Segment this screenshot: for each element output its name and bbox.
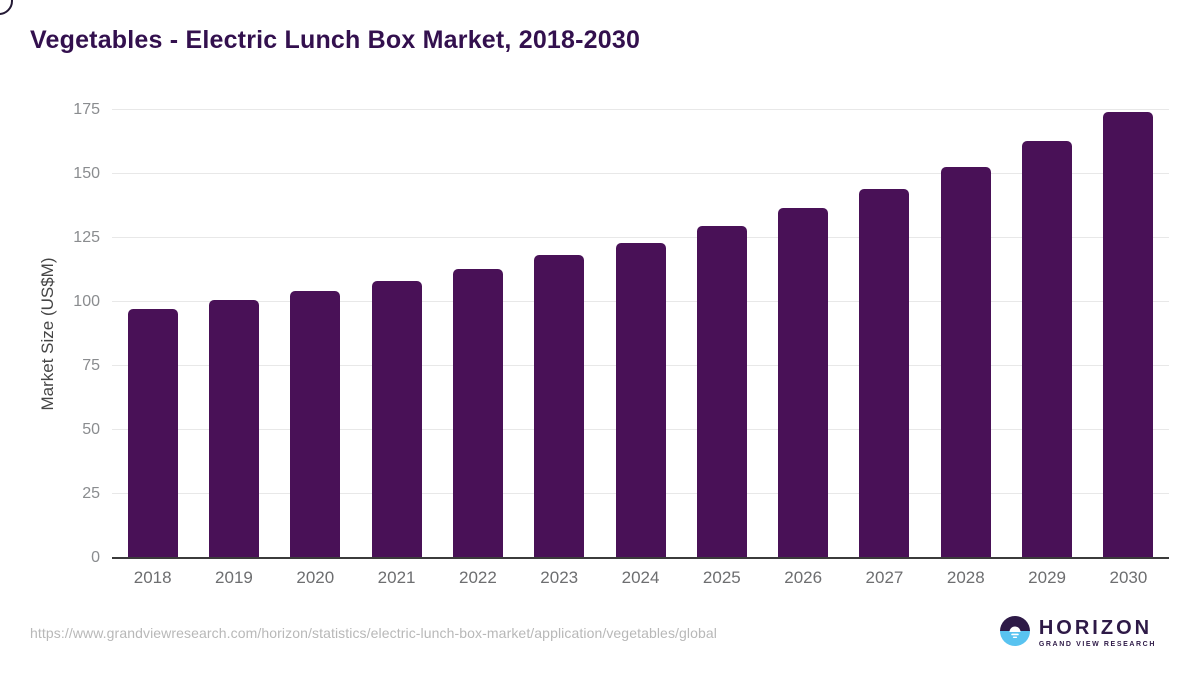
bar-2027 [859,189,910,558]
x-tick-label-2019: 2019 [215,568,253,587]
x-tick-label-2018: 2018 [133,568,172,587]
x-axis-tick-labels: 2018 2019 2020 2021 2022 2023 2024 2025 2026 2027… [112,568,1169,588]
y-tick-label-175: 175 [73,101,100,118]
x-tick-label-2027: 2027 [865,568,904,587]
x-tick-label-2022: 2022 [458,568,497,587]
horizon-logo: HORIZON GRAND VIEW RESEARCH [999,615,1156,651]
bar-series [112,110,1169,558]
bar-2019 [208,299,259,558]
bar-2022 [452,269,503,558]
gridline-175 [112,109,1169,110]
bar-2020 [290,290,341,558]
x-tick-label-2020: 2020 [296,568,335,587]
bar-cell-2030 [1088,110,1169,558]
bar-2023 [534,255,585,558]
y-tick-label-75: 75 [82,357,100,374]
bar-cell-2023 [519,110,600,558]
bar-2025 [696,225,747,558]
bar-cell-2022 [437,110,518,558]
horizon-logo-icon [999,615,1030,651]
bar-2024 [615,242,666,558]
bar-cell-2019 [193,110,274,558]
y-tick-label-25: 25 [82,485,100,502]
logo-brand-text: HORIZON [1038,617,1153,639]
x-tick-label-2026: 2026 [784,568,823,587]
x-tick-label-2023: 2023 [540,568,579,587]
y-tick-label-50: 50 [82,421,100,438]
logo-sub-brand-text: GRAND VIEW RESEARCH [1038,641,1156,648]
bar-cell-2025 [681,110,762,558]
bar-2030 [1103,111,1154,558]
bar-cell-2027 [844,110,925,558]
bar-cell-2026 [763,110,844,558]
x-tick-label-2021: 2021 [377,568,416,587]
bar-cell-2029 [1006,110,1087,558]
bar-cell-2018 [112,110,193,558]
x-tick-label-2025: 2025 [702,568,741,587]
gridline-150 [112,173,1169,174]
y-tick-label-125: 125 [73,229,100,246]
bar-cell-2021 [356,110,437,558]
y-tick-label-0: 0 [91,549,100,566]
bar-2028 [940,166,991,558]
x-tick-label-2028: 2028 [946,568,985,587]
source-url: https://www.grandviewresearch.com/horizo… [30,625,717,641]
y-tick-label-100: 100 [73,293,100,310]
footer: https://www.grandviewresearch.com/horizo… [30,615,1156,651]
bar-cell-2024 [600,110,681,558]
bar-2029 [1022,140,1073,558]
y-axis-tick-labels: 0 25 50 75 100 125 150 175 [20,102,100,566]
bar-2021 [371,280,422,558]
bar-2018 [127,308,178,558]
x-tick-label-2030: 2030 [1109,568,1148,587]
logo-text: HORIZON GRAND VIEW RESEARCH [1039,618,1156,648]
bar-cell-2028 [925,110,1006,558]
bar-cell-2020 [275,110,356,558]
corner-decoration-mark [0,0,13,15]
y-tick-label-150: 150 [73,165,100,182]
chart-title: Vegetables - Electric Lunch Box Market, … [30,26,641,54]
x-axis-line [112,557,1169,559]
gridline-125 [112,237,1169,238]
plot-area [112,109,1169,559]
x-tick-label-2024: 2024 [621,568,660,587]
bar-2026 [778,208,829,558]
x-tick-label-2029: 2029 [1028,568,1066,587]
